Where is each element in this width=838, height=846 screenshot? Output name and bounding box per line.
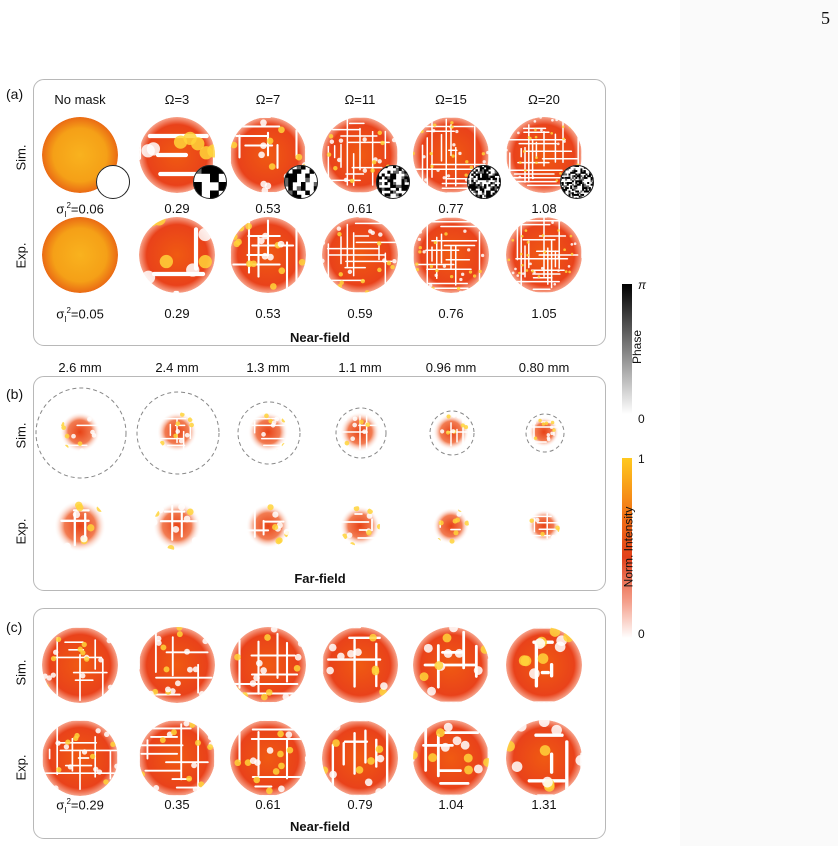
panel-a-sim-variance: 0.29 bbox=[164, 201, 190, 216]
panel-a-sim-variance: 0.61 bbox=[347, 201, 373, 216]
panel-c-exp-intensity bbox=[320, 718, 400, 803]
panel-c-exp-intensity bbox=[137, 718, 217, 803]
panel-a-phase-mask-inset bbox=[192, 164, 228, 205]
panel-a-exp-label: Exp. bbox=[13, 242, 29, 269]
panel-b-sim-farfield bbox=[246, 410, 290, 459]
panel-a-exp-intensity bbox=[320, 215, 400, 300]
panel-c-variance: 0.35 bbox=[164, 797, 190, 812]
panel-b-aperture-ring bbox=[35, 387, 127, 484]
panel-b-figure-label: Far-field bbox=[294, 571, 346, 586]
panel-a-sim-variance: σI2=0.06 bbox=[56, 201, 104, 219]
panel-a-exp-intensity bbox=[504, 215, 584, 300]
panel-b-aperture-size: 0.96 mm bbox=[425, 360, 477, 375]
panel-b-exp-label: Exp. bbox=[13, 518, 29, 545]
intensity-max-label: 1 bbox=[638, 452, 645, 466]
panel-a-phase-mask-inset bbox=[283, 164, 319, 205]
panel-a-sim-label: Sim. bbox=[13, 144, 29, 171]
panel-b-aperture-size: 0.80 mm bbox=[518, 360, 570, 375]
panel-b-exp-farfield bbox=[338, 504, 382, 553]
panel-b-aperture-size: 2.4 mm bbox=[155, 360, 199, 375]
panel-c-figure-label: Near-field bbox=[290, 819, 350, 834]
panel-a-sim-variance: 0.77 bbox=[438, 201, 464, 216]
panel-c-variance: 1.31 bbox=[531, 797, 557, 812]
panel-a-exp-intensity bbox=[40, 215, 120, 300]
panel-a-column-header: No mask bbox=[54, 92, 106, 107]
panel-a-label: (a) bbox=[6, 86, 24, 102]
panel-a-phase-mask-inset bbox=[375, 164, 411, 205]
panel-c-exp-label: Exp. bbox=[13, 754, 29, 781]
panel-c-sim-intensity bbox=[40, 625, 120, 710]
panel-b-aperture-ring bbox=[335, 407, 387, 464]
panel-a-exp-variance: 0.29 bbox=[164, 306, 190, 321]
panel-b-sim-farfield bbox=[431, 412, 471, 457]
panel-c-sim-intensity bbox=[228, 625, 308, 710]
panel-c-variance: 1.04 bbox=[438, 797, 464, 812]
panel-a-column-header: Ω=20 bbox=[528, 92, 560, 107]
panel-c-sim-intensity bbox=[320, 625, 400, 710]
panel-b-exp-farfield bbox=[151, 500, 203, 557]
panel-c-exp-intensity bbox=[411, 718, 491, 803]
panel-a-exp-variance: 0.76 bbox=[438, 306, 464, 321]
panel-b-sim-label: Sim. bbox=[13, 422, 29, 449]
panel-a-column-header: Ω=15 bbox=[435, 92, 467, 107]
panel-c-sim-intensity bbox=[504, 625, 584, 710]
panel-b-exp-farfield bbox=[526, 508, 562, 549]
panel-a-phase-mask-inset bbox=[466, 164, 502, 205]
panel-b-sim-farfield bbox=[338, 410, 382, 459]
panel-b-aperture-ring bbox=[525, 413, 565, 458]
panel-b-aperture-ring bbox=[237, 401, 301, 470]
phase-max-label: π bbox=[638, 278, 647, 292]
page-margin bbox=[680, 0, 838, 846]
panel-a-sim-intensity bbox=[411, 115, 491, 200]
panel-a-phase-mask-inset bbox=[95, 164, 131, 205]
panel-b-sim-farfield bbox=[155, 410, 199, 459]
panel-c-exp-intensity bbox=[228, 718, 308, 803]
panel-a-exp-intensity bbox=[411, 215, 491, 300]
panel-a-phase-mask-inset bbox=[559, 164, 595, 205]
panel-b-label: (b) bbox=[6, 386, 24, 402]
panel-b-sim-farfield bbox=[58, 410, 102, 459]
panel-a-sim-variance: 1.08 bbox=[531, 201, 557, 216]
panel-c-sim-intensity bbox=[137, 625, 217, 710]
panel-c-variance: σI2=0.29 bbox=[56, 797, 104, 815]
phase-colorbar-title: Phase bbox=[630, 329, 645, 365]
panel-c-sim-label: Sim. bbox=[13, 659, 29, 686]
panel-b-aperture-size: 1.3 mm bbox=[246, 360, 290, 375]
panel-b-exp-farfield bbox=[431, 506, 471, 551]
intensity-min-label: 0 bbox=[638, 627, 645, 641]
panel-b-aperture-size: 1.1 mm bbox=[338, 360, 382, 375]
panel-b-aperture-ring bbox=[136, 391, 220, 480]
panel-c-sim-intensity bbox=[411, 625, 491, 710]
phase-colorbar bbox=[622, 284, 632, 414]
panel-b-aperture-ring bbox=[429, 410, 475, 461]
panel-b-exp-farfield bbox=[52, 498, 108, 559]
panel-b-exp-farfield bbox=[244, 502, 292, 555]
panel-c bbox=[33, 608, 606, 839]
panel-a-exp-intensity bbox=[228, 215, 308, 300]
panel-b bbox=[33, 376, 606, 591]
panel-c-exp-intensity bbox=[504, 718, 584, 803]
panel-b-sim-farfield bbox=[527, 415, 561, 454]
panel-a-exp-intensity bbox=[137, 215, 217, 300]
intensity-colorbar bbox=[622, 458, 632, 638]
panel-a-exp-variance: 0.59 bbox=[347, 306, 373, 321]
panel-a-column-header: Ω=7 bbox=[255, 92, 281, 107]
panel-a-sim-variance: 0.53 bbox=[255, 201, 281, 216]
panel-c-variance: 0.61 bbox=[255, 797, 281, 812]
panel-b-aperture-size: 2.6 mm bbox=[58, 360, 102, 375]
panel-a bbox=[33, 79, 606, 346]
panel-c-label: (c) bbox=[6, 619, 23, 635]
panel-a-exp-variance: 1.05 bbox=[531, 306, 557, 321]
panel-a-figure-label: Near-field bbox=[290, 330, 350, 345]
panel-a-column-header: Ω=3 bbox=[164, 92, 190, 107]
panel-a-exp-variance: 0.53 bbox=[255, 306, 281, 321]
panel-a-column-header: Ω=11 bbox=[344, 92, 376, 107]
phase-min-label: 0 bbox=[638, 412, 645, 426]
panel-c-variance: 0.79 bbox=[347, 797, 373, 812]
page-number: 5 bbox=[821, 8, 830, 28]
panel-a-exp-variance: σI2=0.05 bbox=[56, 306, 104, 324]
intensity-colorbar-title: Norm. Intensity bbox=[621, 506, 636, 588]
panel-c-exp-intensity bbox=[40, 718, 120, 803]
